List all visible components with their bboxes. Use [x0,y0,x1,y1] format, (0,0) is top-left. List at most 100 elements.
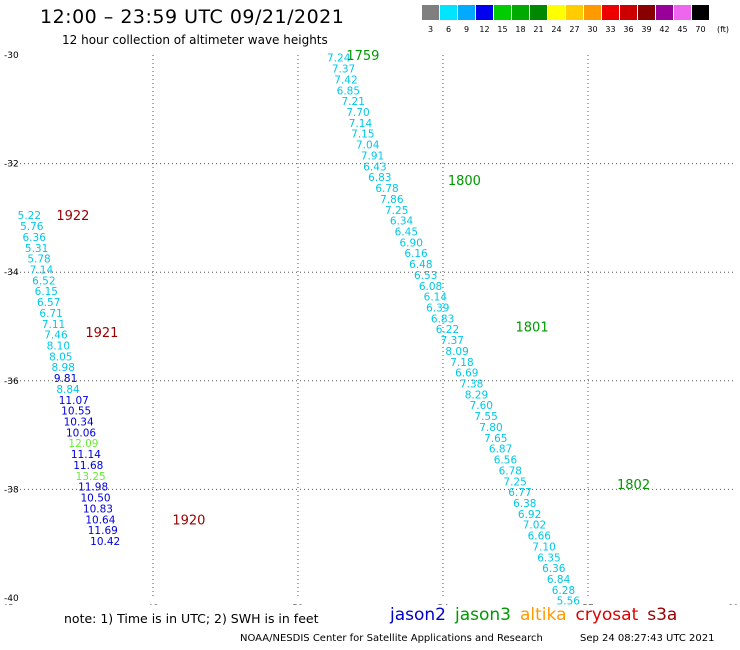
scale-label: 9 [463,25,470,34]
generated-timestamp: Sep 24 08:27:43 UTC 2021 [580,633,715,644]
wave-height-value: 11.07 [59,395,89,407]
wave-height-value: 7.02 [523,520,546,532]
scale-swatch [584,5,601,20]
wave-height-value: 10.34 [64,417,94,429]
wave-height-value: 6.78 [499,465,522,477]
wave-height-value: 7.91 [361,150,384,162]
wave-height-value: 7.37 [332,64,355,76]
wave-height-value: 6.78 [375,183,398,195]
wave-height-value: 6.08 [419,281,442,293]
x-tick-label: 51 [292,604,303,605]
wave-height-value: 5.22 [18,210,41,222]
pass-time-label: 1801 [516,321,549,336]
wave-height-value: 6.39 [426,302,449,314]
wave-height-value: 7.42 [334,74,357,86]
pass-time-label: 1921 [85,326,118,341]
y-tick-label: -38 [4,485,19,495]
wave-height-value: 7.46 [44,330,68,342]
wave-height-value: 5.76 [20,221,44,233]
wave-height-value: 6.52 [32,275,55,287]
wave-height-value: 5.56 [557,596,581,605]
wave-height-value: 6.14 [424,292,448,304]
wave-height-value: 6.77 [508,487,531,499]
wave-height-value: 7.60 [470,400,493,412]
scale-unit: (ft) [717,25,730,34]
x-tick-label: 54 [437,604,449,605]
scale-swatch [440,5,457,20]
wave-height-value: 7.10 [532,541,555,553]
scale-swatch [638,5,655,20]
wave-height-value: 10.42 [90,536,120,548]
pass-time-label: 1922 [56,209,89,224]
scale-label: 18 [515,25,526,34]
y-tick-label: -36 [4,377,19,387]
wave-height-value: 7.14 [30,264,54,276]
legend-item-s3a: s3a [647,605,678,625]
scale-label: 33 [605,25,616,34]
wave-height-value: 7.18 [450,357,473,369]
scale-swatch [458,5,475,20]
wave-height-value: 10.64 [85,514,115,526]
y-tick-label: -32 [4,160,19,170]
wave-height-value: 6.85 [337,85,360,97]
wave-height-value: 5.31 [25,243,48,255]
wave-height-value: 7.24 [327,53,351,65]
pass-time-label: 1800 [448,174,481,189]
scale-swatch [602,5,619,20]
wave-height-value: 6.56 [494,455,518,467]
scale-label: 70 [695,25,706,34]
wave-height-value: 7.25 [503,476,526,488]
wave-height-value: 6.83 [368,172,391,184]
scale-label: 21 [533,25,544,34]
wave-height-value: 6.71 [39,308,62,320]
x-tick-label: 45 [2,604,13,605]
scale-swatch [476,5,493,20]
wave-height-value: 6.38 [513,498,536,510]
wave-height-value: 10.55 [61,406,91,418]
wave-height-value: 7.15 [351,129,374,141]
wave-height-value: 6.36 [542,563,566,575]
wave-height-value: 10.06 [66,427,96,439]
wave-height-value: 8.05 [49,351,72,363]
wave-height-value: 7.21 [342,96,365,108]
legend-item-altika: altika [520,605,567,625]
wave-height-value: 6.48 [409,259,432,271]
wave-height-value: 6.90 [400,237,423,249]
wave-height-value: 11.69 [88,525,118,537]
wave-height-value: 7.25 [385,205,408,217]
wave-height-value: 7.70 [346,107,369,119]
wave-height-value: 11.14 [71,449,101,461]
wave-height-value: 6.36 [23,232,47,244]
wave-height-value: 8.09 [445,346,468,358]
wave-height-value: 6.84 [547,574,571,586]
wave-height-value: 6.66 [528,531,552,543]
wave-height-value: 6.22 [436,324,459,336]
scale-swatch [674,5,691,20]
scale-label: 39 [641,25,652,34]
scale-label: 45 [677,25,688,34]
wave-height-chart: 454851545760-30-32-34-36-38-407.247.377.… [2,49,739,605]
wave-height-value: 7.11 [42,319,65,331]
scale-swatch [548,5,565,20]
wave-height-value: 7.14 [349,118,373,130]
wave-height-value: 11.98 [78,482,108,494]
pass-time-label: 1920 [172,513,205,528]
scale-swatch [494,5,511,20]
scale-swatch [692,5,709,20]
wave-height-value: 6.92 [518,509,541,521]
scale-label: 12 [479,25,490,34]
wave-height-value: 7.80 [479,422,502,434]
scale-label: 27 [569,25,580,34]
wave-height-value: 9.81 [54,373,77,385]
wave-height-value: 8.29 [465,389,488,401]
wave-height-value: 7.04 [356,140,380,152]
scale-label: 24 [551,25,562,34]
y-tick-label: -34 [4,268,19,278]
x-tick-label: 48 [147,604,159,605]
wave-height-value: 7.55 [474,411,497,423]
wave-height-value: 6.34 [390,216,414,228]
scale-swatch [422,5,439,20]
wave-height-value: 6.57 [37,297,60,309]
scale-swatch [512,5,529,20]
wave-height-value: 6.28 [552,585,575,597]
